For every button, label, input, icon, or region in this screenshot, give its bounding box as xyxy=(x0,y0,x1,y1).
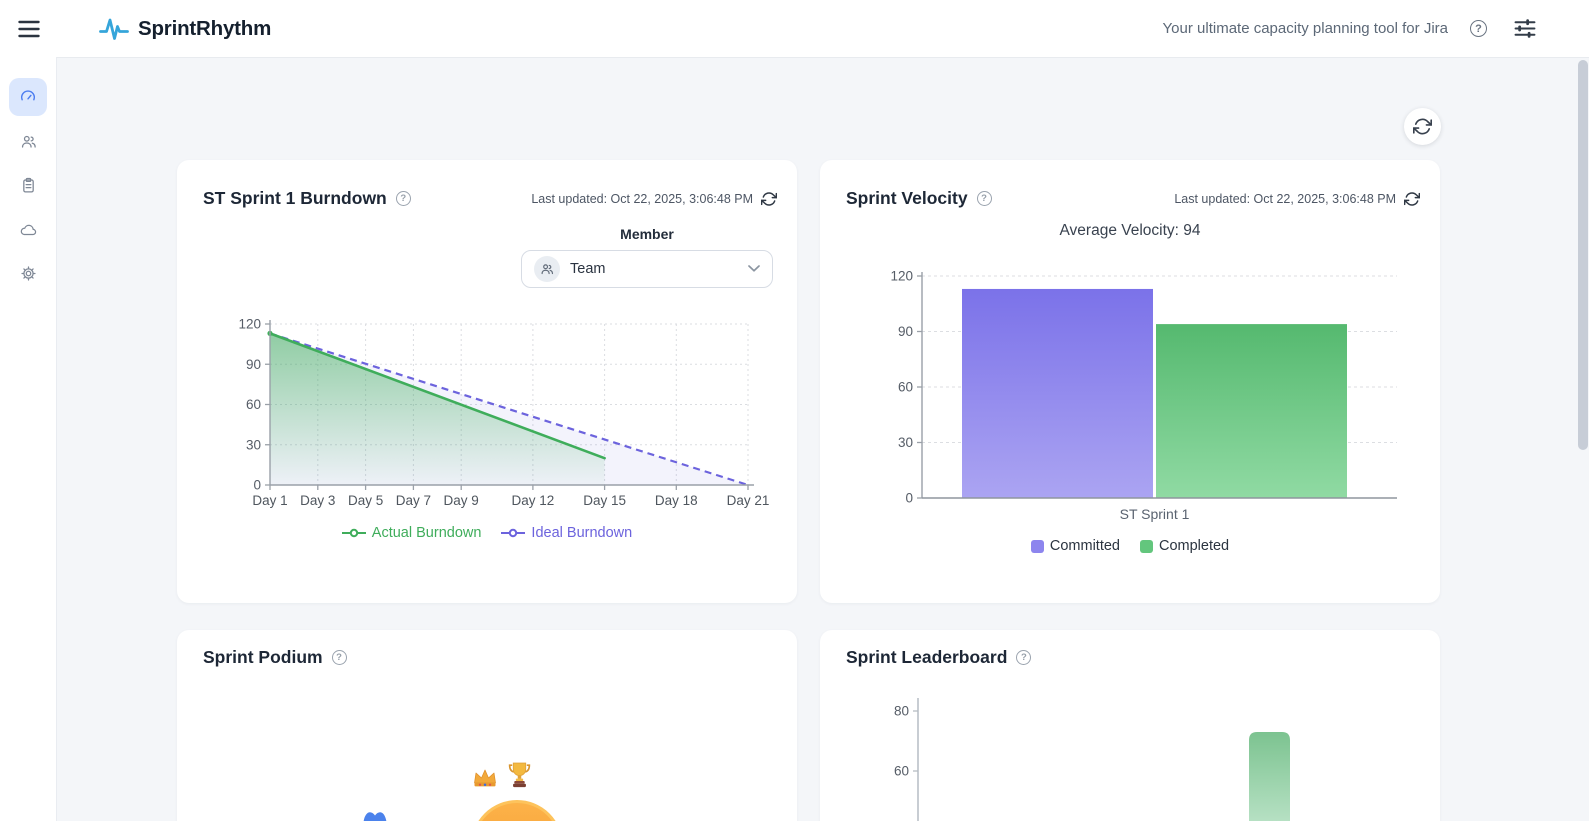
svg-text:60: 60 xyxy=(898,380,913,395)
help-icon[interactable] xyxy=(395,191,411,206)
tagline: Your ultimate capacity planning tool for… xyxy=(1162,20,1448,37)
first-place-avatar xyxy=(471,800,563,821)
completed-swatch-icon xyxy=(1139,539,1153,553)
legend-item-ideal[interactable]: Ideal Burndown xyxy=(501,525,632,541)
legend-label: Committed xyxy=(1049,538,1120,554)
users-icon xyxy=(21,135,36,148)
refresh-icon xyxy=(1404,191,1420,206)
settings-button[interactable] xyxy=(1513,18,1537,39)
member-label: Member xyxy=(620,226,674,242)
hamburger-icon xyxy=(17,20,40,37)
cards-grid: ST Sprint 1 Burndown Last updated: Oct 2… xyxy=(177,160,1440,821)
help-icon[interactable] xyxy=(331,650,347,665)
chevron-down-icon xyxy=(748,265,760,273)
burndown-legend: Actual Burndown Ideal Burndown xyxy=(177,525,797,541)
svg-text:ST Sprint 1: ST Sprint 1 xyxy=(1120,506,1190,522)
podium-card: Sprint Podium xyxy=(177,630,797,821)
cloud-icon xyxy=(20,224,37,235)
scrollbar[interactable] xyxy=(1577,58,1589,821)
podium-card-title: Sprint Podium xyxy=(203,647,323,667)
legend-label: Actual Burndown xyxy=(371,525,482,541)
svg-text:Day 3: Day 3 xyxy=(300,493,335,508)
menu-button[interactable] xyxy=(0,0,57,57)
burndown-card: ST Sprint 1 Burndown Last updated: Oct 2… xyxy=(177,160,797,603)
help-icon[interactable] xyxy=(1016,650,1032,665)
scrollbar-thumb[interactable] xyxy=(1578,60,1588,450)
velocity-refresh-button[interactable] xyxy=(1404,191,1420,207)
svg-text:Day 7: Day 7 xyxy=(396,493,431,508)
svg-text:60: 60 xyxy=(894,764,909,779)
second-place-avatar-partial xyxy=(363,812,387,821)
help-icon[interactable] xyxy=(976,191,992,206)
member-dropdown[interactable]: Team xyxy=(521,250,773,288)
line-marker-icon xyxy=(341,528,366,538)
svg-text:120: 120 xyxy=(890,269,913,284)
burndown-chart: 0 30 60 90 120 Day 1 Day 3 Day 5 Day 7 Day 9 Day 1… xyxy=(238,317,770,509)
svg-text:0: 0 xyxy=(905,491,913,506)
team-avatar xyxy=(534,256,560,282)
sidebar xyxy=(0,57,57,821)
leaderboard-chart: 80 60 xyxy=(894,698,1290,821)
velocity-card: Sprint Velocity Last updated: Oct 22, 20… xyxy=(820,160,1440,603)
member-filter: Member Team xyxy=(521,226,773,288)
crown-icon xyxy=(474,769,496,787)
average-velocity: Average Velocity: 94 xyxy=(1059,222,1201,239)
gauge-icon xyxy=(20,90,36,101)
svg-text:Day 9: Day 9 xyxy=(444,493,479,508)
sidebar-item-team[interactable] xyxy=(9,122,47,160)
svg-text:60: 60 xyxy=(246,397,261,412)
refresh-icon xyxy=(761,191,777,206)
sidebar-item-dashboard[interactable] xyxy=(9,78,47,116)
velocity-last-updated: Last updated: Oct 22, 2025, 3:06:48 PM xyxy=(1174,191,1396,206)
burndown-card-title: ST Sprint 1 Burndown xyxy=(203,188,387,208)
burndown-last-updated: Last updated: Oct 22, 2025, 3:06:48 PM xyxy=(531,191,753,206)
brand-name: SprintRhythm xyxy=(138,16,272,40)
svg-text:Day 21: Day 21 xyxy=(727,493,770,508)
committed-swatch-icon xyxy=(1030,539,1044,553)
users-icon xyxy=(541,264,554,275)
svg-text:90: 90 xyxy=(898,324,913,339)
velocity-card-title: Sprint Velocity xyxy=(846,188,968,208)
legend-item-committed[interactable]: Committed xyxy=(1030,538,1120,554)
svg-text:Day 12: Day 12 xyxy=(512,493,555,508)
refresh-dashboard-button[interactable] xyxy=(1404,108,1441,145)
sidebar-item-cloud[interactable] xyxy=(9,210,47,248)
leaderboard-card-title: Sprint Leaderboard xyxy=(846,647,1008,667)
svg-text:30: 30 xyxy=(246,437,261,452)
sidebar-item-board[interactable] xyxy=(9,166,47,204)
legend-item-actual[interactable]: Actual Burndown xyxy=(341,525,482,541)
refresh-icon xyxy=(1413,118,1432,135)
line-marker-icon xyxy=(501,528,526,538)
svg-text:Day 18: Day 18 xyxy=(655,493,698,508)
clipboard-icon xyxy=(22,177,34,193)
svg-text:80: 80 xyxy=(894,704,909,719)
legend-label: Completed xyxy=(1158,538,1230,554)
svg-text:Day 1: Day 1 xyxy=(252,493,287,508)
legend-item-completed[interactable]: Completed xyxy=(1139,538,1230,554)
velocity-legend: Committed Completed xyxy=(820,538,1440,554)
leaderboard-card: Sprint Leaderboard 80 60 xyxy=(820,630,1440,821)
help-button[interactable] xyxy=(1470,20,1487,37)
burndown-refresh-button[interactable] xyxy=(761,191,777,207)
trophy-icon xyxy=(508,762,531,788)
main-content: ST Sprint 1 Burndown Last updated: Oct 2… xyxy=(57,57,1589,821)
svg-text:30: 30 xyxy=(898,435,913,450)
velocity-chart: 0 30 60 90 120 ST Sprint 1 xyxy=(890,269,1397,522)
top-bar: SprintRhythm Your ultimate capacity plan… xyxy=(0,0,1589,57)
svg-text:Day 5: Day 5 xyxy=(348,493,383,508)
help-icon xyxy=(1470,20,1487,37)
svg-text:120: 120 xyxy=(238,317,261,332)
svg-text:0: 0 xyxy=(253,478,261,493)
brand: SprintRhythm xyxy=(99,16,271,42)
svg-text:Day 15: Day 15 xyxy=(583,493,626,508)
svg-text:90: 90 xyxy=(246,357,261,372)
gear-icon xyxy=(20,265,36,281)
sidebar-item-settings[interactable] xyxy=(9,254,47,292)
member-dropdown-value: Team xyxy=(570,261,606,277)
pulse-logo-icon xyxy=(99,18,129,40)
sliders-icon xyxy=(1514,19,1536,38)
legend-label: Ideal Burndown xyxy=(531,525,633,541)
